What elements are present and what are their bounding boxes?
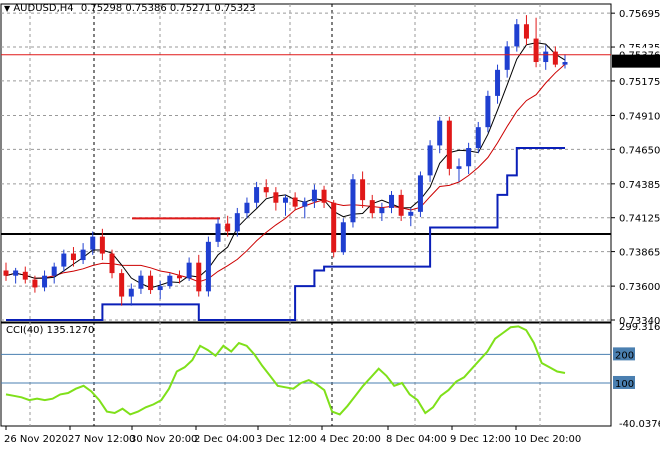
candle-body	[379, 207, 385, 214]
time-axis-label: 26 Nov 2020	[4, 434, 68, 445]
candle-body	[99, 236, 105, 254]
candle-body	[408, 211, 414, 216]
cci-pane-frame	[0, 322, 612, 427]
candle-body	[456, 166, 462, 169]
price-tick-label: 0.74385	[619, 180, 660, 191]
candle-body	[398, 194, 404, 216]
candle-body	[13, 270, 19, 276]
candle-body	[148, 275, 154, 291]
candle-body	[234, 213, 240, 232]
symbol-label: AUDUSD,H4	[13, 3, 74, 14]
ma-slow-line	[5, 63, 566, 283]
chart-header: ▼ AUDUSD,H4 0.75298 0.75386 0.75271 0.75…	[4, 3, 256, 14]
price-tick-label: 0.75695	[619, 9, 660, 20]
candle-body	[80, 249, 86, 261]
price-tick-label: 0.75175	[619, 77, 660, 88]
candle-body	[350, 179, 356, 223]
candle-body	[70, 253, 76, 261]
candle-body	[283, 197, 288, 203]
cci-header: CCI(40) 135.1270	[6, 325, 95, 336]
candle-body	[533, 38, 539, 63]
price-tick-label: 0.73340	[619, 316, 660, 327]
candle-body	[523, 24, 529, 39]
candle-body	[157, 286, 163, 291]
candle-body	[273, 192, 279, 203]
time-axis-label: 9 Dec 12:00	[450, 434, 511, 445]
cci-level-label: 200	[615, 350, 634, 361]
candle-body	[61, 253, 67, 267]
candle-body	[32, 279, 38, 288]
candle-body	[263, 187, 269, 193]
time-axis-label: 8 Dec 04:00	[386, 434, 447, 445]
candle-body	[427, 145, 433, 176]
candle-body	[321, 189, 327, 203]
candle-body	[90, 236, 96, 250]
candle-body	[514, 24, 520, 47]
price-tick-label: 0.74910	[619, 111, 660, 122]
time-axis-label: 4 Dec 20:00	[320, 434, 381, 445]
cci-tick-label: 299.3165	[619, 322, 660, 333]
candle-body	[42, 275, 48, 288]
time-axis-label: 2 Dec 04:00	[194, 434, 255, 445]
candle-body	[167, 275, 173, 287]
candle-body	[302, 201, 308, 207]
candle-body	[552, 51, 558, 65]
candle-body	[389, 194, 395, 208]
candle-body	[495, 69, 501, 96]
candle-body	[475, 127, 481, 149]
candle-body	[205, 241, 211, 292]
current-price-marker-bg	[612, 54, 660, 68]
time-axis-label: 27 Nov 12:00	[68, 434, 135, 445]
candle-body	[186, 262, 192, 279]
candle-body	[360, 179, 366, 201]
candle-body	[437, 120, 443, 146]
ohlc-values: 0.75298 0.75386 0.75271 0.75323	[80, 3, 256, 14]
collapse-icon[interactable]: ▼	[4, 4, 11, 13]
candle-body	[3, 270, 9, 276]
cci-level-box	[613, 347, 635, 361]
candle-body	[196, 262, 202, 292]
candle-body	[176, 275, 182, 279]
price-tick-label: 0.73865	[619, 248, 660, 259]
time-axis-label: 3 Dec 12:00	[256, 434, 317, 445]
candle-body	[331, 202, 337, 253]
cci-line	[5, 325, 566, 416]
candle-body	[128, 288, 134, 297]
cci-tick-label: -40.0376	[619, 419, 660, 430]
candle-body	[138, 275, 144, 289]
candle-body	[562, 62, 568, 65]
current-price-marker: 0.75323	[617, 58, 658, 69]
trailing-stop-line	[6, 147, 565, 321]
candle-body	[292, 197, 298, 207]
candle-body	[504, 46, 510, 70]
time-axis-label: 10 Dec 20:00	[514, 434, 581, 445]
candle-body	[51, 266, 57, 276]
candle-body	[22, 271, 28, 280]
candle-body	[466, 148, 472, 167]
time-axis-label: 30 Nov 20:00	[130, 434, 197, 445]
cci-level-label: 100	[615, 379, 634, 390]
candle-body	[109, 253, 115, 274]
candle-body	[215, 223, 221, 242]
price-tick-label: 0.74650	[619, 145, 660, 156]
candle-body	[446, 120, 452, 169]
candle-body	[369, 200, 375, 214]
candle-body	[485, 95, 491, 128]
price-tick-label: 0.73600	[619, 282, 660, 293]
candle-body	[244, 202, 250, 214]
candle-body	[340, 222, 346, 253]
candle-body	[254, 187, 260, 203]
cci-level-box	[613, 375, 635, 389]
candle-body	[225, 223, 231, 232]
candle-body	[311, 189, 317, 202]
main-pane-frame	[0, 3, 612, 323]
candle-body	[119, 273, 125, 297]
price-tick-label: 0.74125	[619, 214, 660, 225]
ma-fast-line	[5, 42, 566, 289]
candle-body	[417, 175, 423, 212]
candle-body	[543, 51, 549, 63]
